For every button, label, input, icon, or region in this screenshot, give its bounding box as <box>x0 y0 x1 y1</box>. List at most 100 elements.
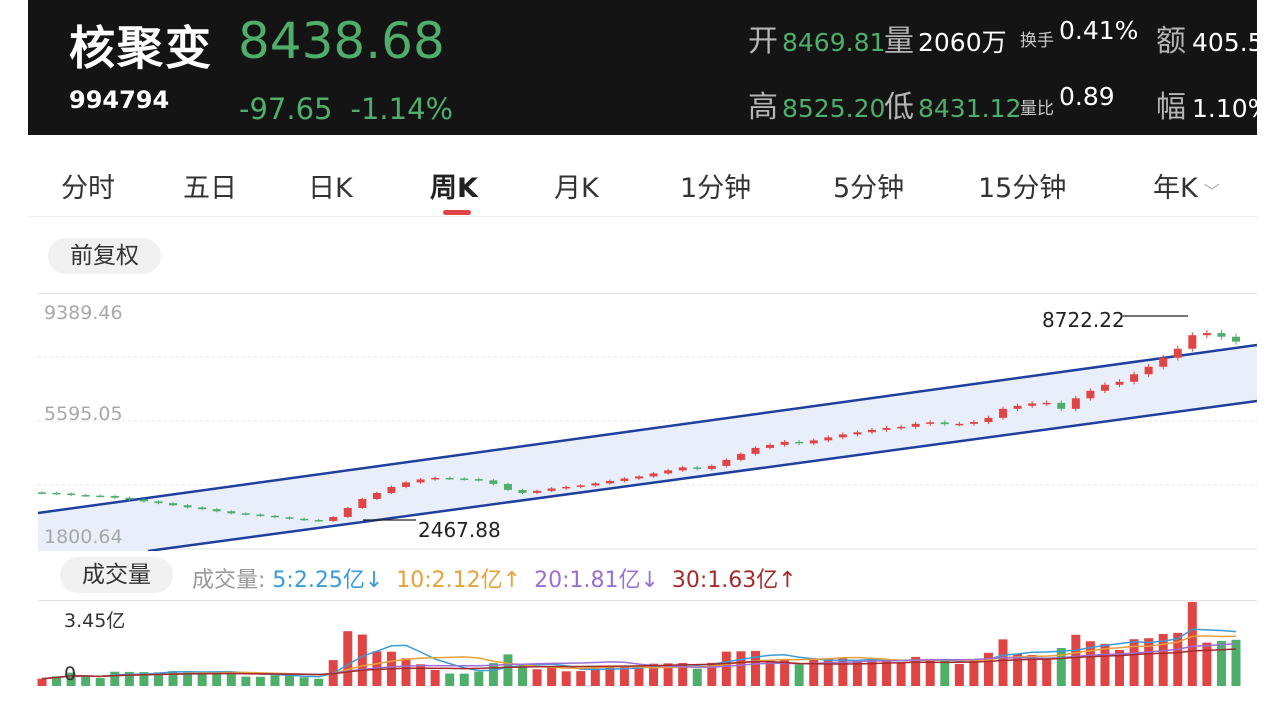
change-value: -97.65 <box>239 92 333 126</box>
low-value: 8431.12 <box>918 94 1022 123</box>
volume-indicator-button[interactable]: 成交量 <box>60 557 173 593</box>
amplitude-label: 幅 <box>1156 90 1186 125</box>
volume-bar <box>867 659 877 686</box>
period-tabs: 分时 五日 日K 周K 月K 1分钟 5分钟 15分钟 年K ﹀ <box>28 148 1257 217</box>
candle-body <box>183 505 192 508</box>
volume-bar <box>823 658 833 686</box>
volume-bar <box>488 663 498 686</box>
volume-bar <box>983 652 993 686</box>
candle-body <box>387 486 396 493</box>
candle-body <box>1173 348 1182 358</box>
tab-intraday[interactable]: 分时 <box>61 173 115 204</box>
volume-bar <box>619 666 629 686</box>
candle-body <box>999 408 1008 418</box>
price-change: -97.65 -1.14% <box>239 92 453 126</box>
candle-body <box>489 480 498 484</box>
volume-bar <box>343 631 353 686</box>
candle-body <box>343 507 352 517</box>
volume-bar <box>663 663 673 686</box>
low-annotation: 2467.88 <box>418 518 501 542</box>
candlestick-chart[interactable]: 9389.46 5595.05 1800.64 8722.22 2467.88 <box>28 293 1257 553</box>
volume-bar <box>1027 654 1037 686</box>
candle-body <box>38 492 46 494</box>
volume-bar <box>750 650 760 686</box>
last-price: 8438.68 <box>238 12 445 70</box>
ma5-value: 5:2.25亿↓ <box>272 568 384 593</box>
candle-body <box>52 492 61 495</box>
candle-body <box>838 434 847 438</box>
volume-bar <box>226 671 236 686</box>
candle-body <box>591 483 600 486</box>
candle-body <box>227 511 236 514</box>
candle-body <box>635 476 643 479</box>
candle-body <box>1086 390 1095 399</box>
tab-yearly-k[interactable]: 年K ﹀ <box>1153 166 1220 205</box>
volume-bar <box>692 668 702 686</box>
candle-body <box>314 519 323 522</box>
volume-bar <box>561 671 571 686</box>
candlestick-svg: 9389.46 5595.05 1800.64 8722.22 2467.88 <box>37 293 1257 553</box>
vol-ratio-value: 0.89 <box>1059 82 1115 111</box>
candle-body <box>285 517 294 519</box>
candle-body <box>96 495 105 498</box>
open-value: 8469.81 <box>782 28 886 57</box>
amount-value: 405.5 <box>1192 28 1257 57</box>
amount-label: 额 <box>1156 24 1186 59</box>
active-tab-indicator <box>443 210 471 215</box>
tab-1-minute[interactable]: 1分钟 <box>680 173 752 204</box>
candle-body <box>620 478 629 481</box>
tab-5-minute[interactable]: 5分钟 <box>833 173 905 204</box>
volume-bar <box>882 660 892 686</box>
volume-legend-prefix: 成交量: <box>192 568 266 593</box>
candle-body <box>169 503 178 506</box>
volume-bar <box>721 651 731 686</box>
volume-value: 2060万 <box>918 28 1007 57</box>
volume-bar <box>1173 632 1183 686</box>
tab-weekly-k[interactable]: 周K <box>430 173 478 204</box>
candle-body <box>809 440 818 444</box>
candle-body <box>503 483 512 490</box>
volume-bar <box>1231 639 1241 686</box>
volume-bar <box>954 663 964 686</box>
candle-body <box>795 441 804 444</box>
volume-bar <box>998 639 1008 686</box>
y-label-min: 1800.64 <box>44 526 123 548</box>
ma30-value: 30:1.63亿↑ <box>671 568 797 593</box>
candle-body <box>67 493 76 496</box>
open-label: 开 <box>748 24 778 59</box>
candle-body <box>736 453 745 460</box>
candle-body <box>926 422 935 424</box>
candle-body <box>867 429 876 433</box>
stock-code: 994794 <box>69 86 170 114</box>
volume-bar <box>285 675 295 686</box>
turnover-label: 换手 <box>1020 31 1054 51</box>
volume-y-min: 0 <box>64 663 76 685</box>
candle-body <box>693 467 702 469</box>
tab-15-minute[interactable]: 15分钟 <box>978 173 1067 204</box>
volume-bar <box>1013 653 1023 686</box>
adjust-button[interactable]: 前复权 <box>48 238 161 274</box>
candle-body <box>882 428 891 430</box>
volume-bar <box>401 658 411 686</box>
candle-body <box>474 479 483 481</box>
tab-daily-k[interactable]: 日K <box>308 173 353 204</box>
candle-body <box>1188 335 1197 349</box>
candle-body <box>460 478 469 481</box>
volume-bar <box>780 659 790 686</box>
tab-five-day[interactable]: 五日 <box>183 173 237 204</box>
trend-channel-lower <box>147 399 1257 553</box>
candle-body <box>154 501 163 504</box>
volume-chart[interactable]: 3.45亿 0 <box>28 600 1257 700</box>
candle-body <box>678 467 687 471</box>
ma20-value: 20:1.81亿↓ <box>534 568 659 593</box>
volume-bar <box>503 654 513 686</box>
volume-bar <box>1202 642 1212 686</box>
candle-body <box>1013 405 1022 409</box>
tab-monthly-k[interactable]: 月K <box>554 173 599 204</box>
tab-yearly-k-label: 年K <box>1153 173 1198 204</box>
volume-bar <box>197 672 207 686</box>
volume-bar <box>1071 634 1081 686</box>
volume-bar <box>838 658 848 686</box>
volume-bar <box>852 660 862 686</box>
candle-body <box>1130 374 1139 382</box>
